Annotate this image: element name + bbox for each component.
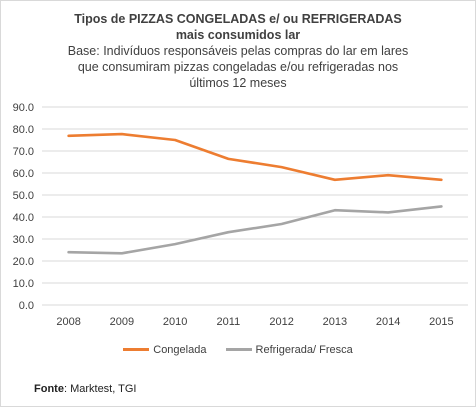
source-note: Fonte: Marktest, TGI bbox=[34, 383, 136, 395]
source-text: : Marktest, TGI bbox=[63, 383, 137, 395]
y-tick-label: 40.0 bbox=[13, 212, 34, 224]
legend-swatch-congelada bbox=[123, 348, 150, 351]
x-tick-label: 2011 bbox=[217, 316, 241, 328]
chart-title: Tipos de PIZZAS CONGELADAS e/ ou REFRIGE… bbox=[0, 11, 476, 43]
series-line-congelada bbox=[67, 132, 443, 182]
x-tick-label: 2015 bbox=[429, 316, 453, 328]
chart-subtitle: Base: Indivíduos responsáveis pelas comp… bbox=[67, 44, 409, 90]
legend-label-refrigerada: Refrigerada/ Fresca bbox=[255, 343, 353, 356]
series-line-refrigerada bbox=[67, 205, 443, 255]
y-tick-label: 30.0 bbox=[13, 234, 34, 246]
legend-item-refrigerada: Refrigerada/ Fresca bbox=[225, 343, 353, 356]
legend-item-congelada: Congelada bbox=[123, 344, 206, 356]
x-tick-label: 2010 bbox=[163, 316, 187, 328]
legend-swatch-refrigerada bbox=[225, 348, 252, 351]
y-tick-label: 60.0 bbox=[13, 168, 34, 180]
y-tick-label: 0.0 bbox=[19, 300, 34, 312]
chart-title-line1: Tipos de PIZZAS CONGELADAS e/ ou REFRIGE… bbox=[74, 12, 402, 26]
source-label: Fonte bbox=[34, 383, 64, 395]
y-tick-label: 90.0 bbox=[13, 102, 34, 114]
y-tick-label: 50.0 bbox=[13, 190, 34, 202]
y-tick-label: 70.0 bbox=[13, 146, 34, 158]
legend: Congelada Refrigerada/ Fresca bbox=[0, 342, 476, 356]
y-tick-label: 20.0 bbox=[13, 256, 34, 268]
chart-title-line2: mais consumidos lar bbox=[175, 28, 301, 42]
y-tick-label: 80.0 bbox=[13, 124, 34, 136]
x-tick-label: 2013 bbox=[323, 316, 347, 328]
x-tick-label: 2009 bbox=[110, 316, 134, 328]
x-tick-label: 2008 bbox=[56, 316, 80, 328]
x-tick-label: 2014 bbox=[376, 316, 400, 328]
y-tick-label: 10.0 bbox=[13, 278, 34, 290]
series-lines bbox=[67, 132, 443, 255]
gridlines bbox=[42, 106, 468, 306]
x-axis-ticks: 2008 2009 2010 2011 2012 2013 2014 2015 bbox=[56, 316, 453, 328]
legend-label-congelada: Congelada bbox=[153, 343, 207, 356]
x-tick-label: 2012 bbox=[269, 316, 293, 328]
y-axis-ticks: 0.0 10.0 20.0 30.0 40.0 50.0 60.0 70.0 80.0 90.0 bbox=[13, 102, 34, 312]
